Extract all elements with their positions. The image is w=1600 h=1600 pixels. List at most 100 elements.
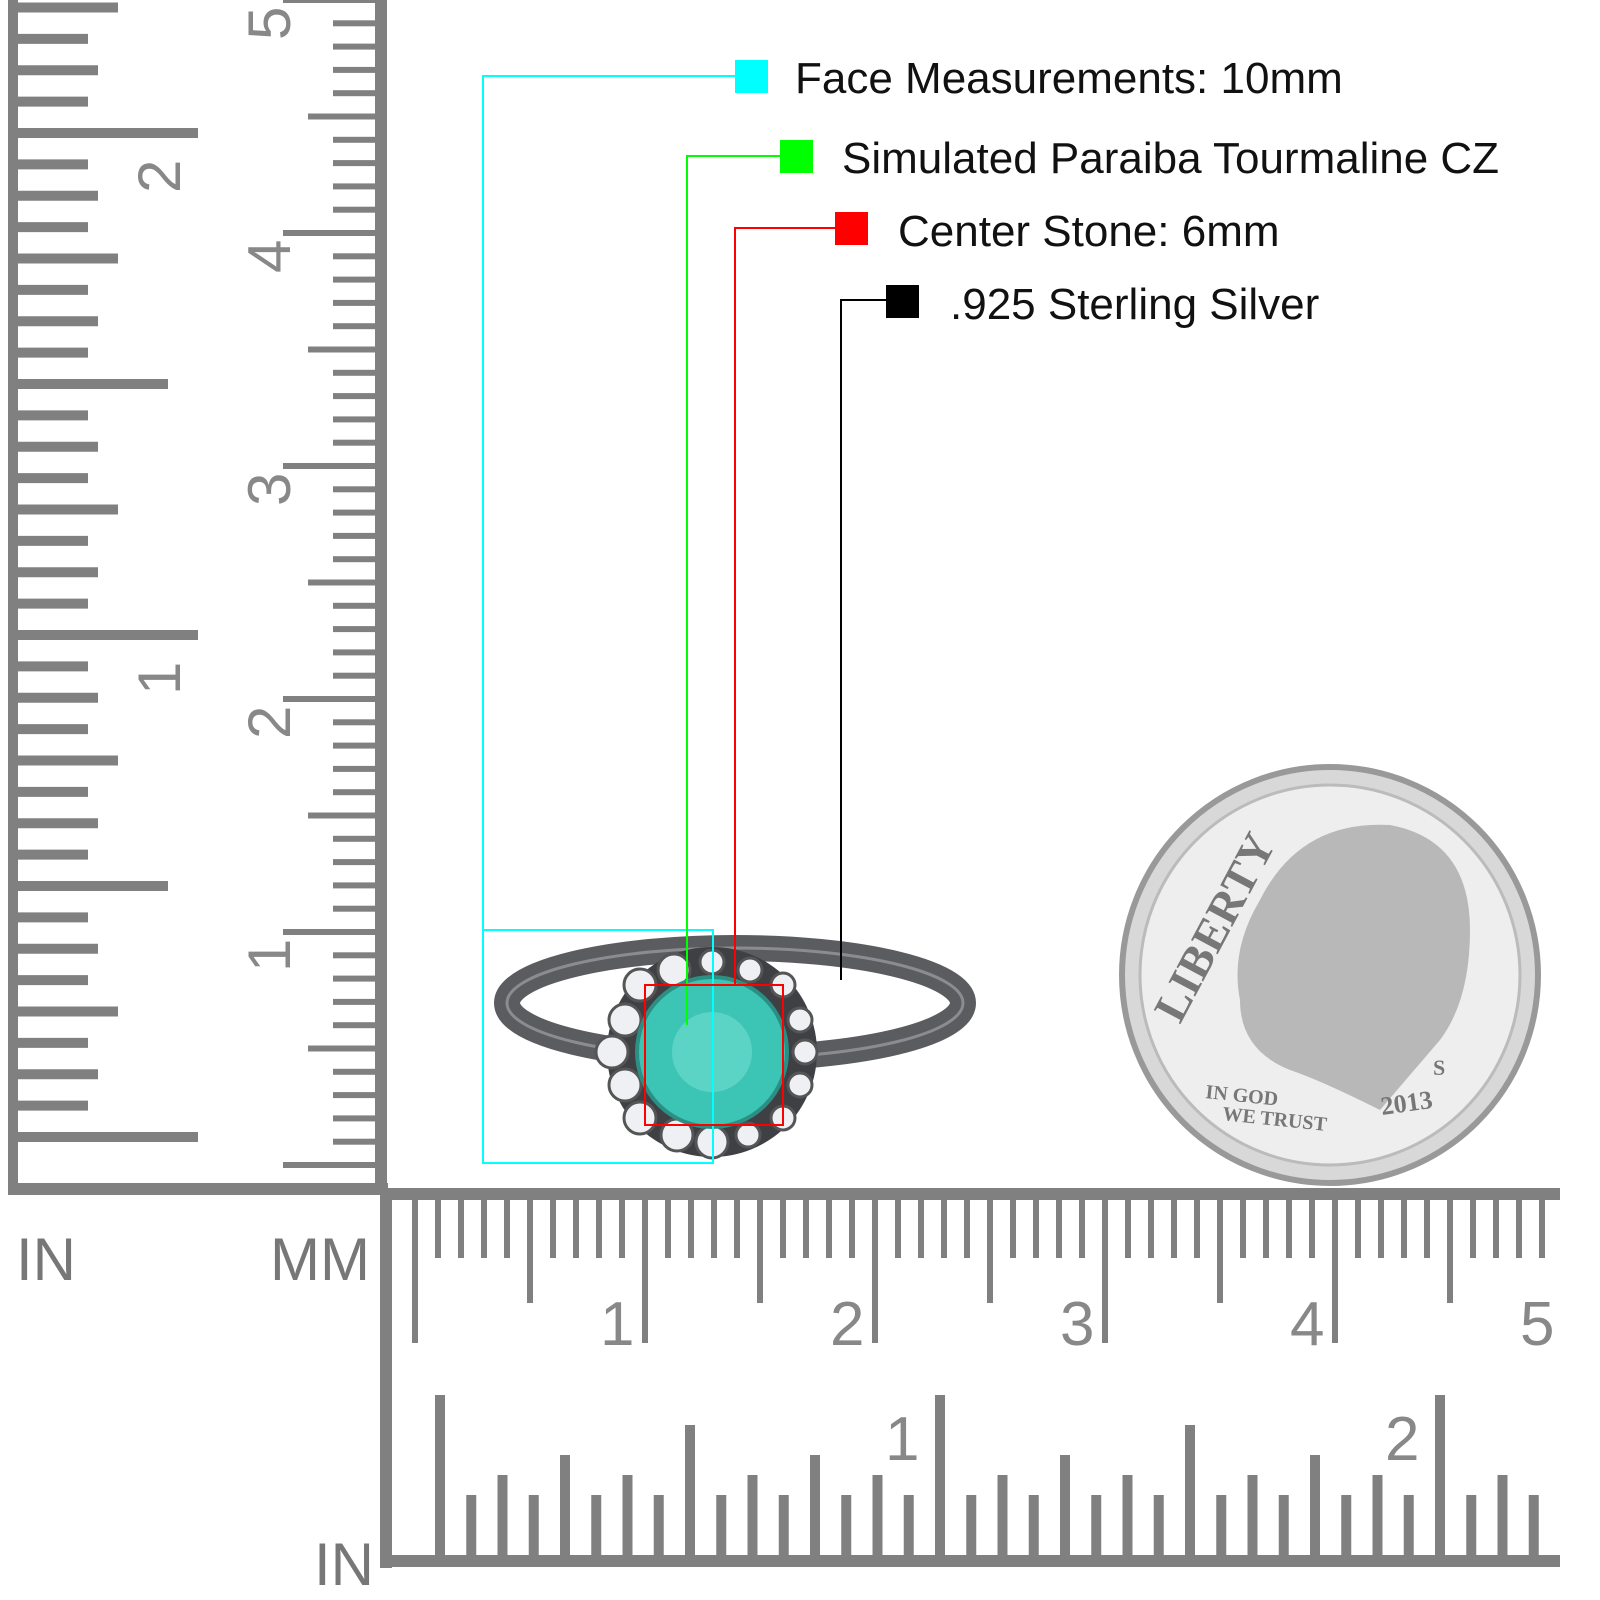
inch-tick — [1185, 1425, 1195, 1555]
mm-tick — [527, 1198, 533, 1303]
inch-tick — [18, 630, 198, 640]
mm-tick — [458, 1198, 464, 1258]
cm-label: 3 — [236, 473, 303, 506]
mm-tick — [308, 579, 378, 586]
mm-tick — [1516, 1198, 1522, 1258]
mm-tick — [333, 1115, 378, 1122]
cm-label: 2 — [236, 706, 303, 739]
cm-label: 5 — [1520, 1290, 1554, 1359]
inch-tick — [810, 1455, 820, 1555]
inch-tick — [653, 1495, 664, 1555]
halo-stone — [594, 1034, 630, 1070]
mm-tick — [333, 672, 378, 679]
mm-tick — [803, 1198, 809, 1258]
mm-tick — [333, 789, 378, 796]
mm-tick — [550, 1198, 556, 1258]
mm-tick — [333, 975, 378, 982]
mm-tick — [308, 346, 378, 353]
mm-tick — [1217, 1198, 1223, 1303]
inch-label: 2 — [1385, 1405, 1419, 1474]
inch-tick — [528, 1495, 539, 1555]
ruler-edge — [380, 1555, 1560, 1567]
metal-leader-line — [840, 299, 918, 980]
inch-tick — [18, 755, 118, 766]
cm-label: 1 — [236, 939, 303, 972]
mm-tick — [283, 929, 378, 935]
mm-tick — [333, 369, 378, 376]
inch-tick — [1341, 1495, 1352, 1555]
mm-tick — [1401, 1198, 1407, 1258]
inch-tick — [18, 1006, 118, 1017]
inch-tick — [18, 912, 88, 923]
inch-tick — [1247, 1475, 1258, 1555]
mm-tick — [1355, 1198, 1361, 1258]
inch-tick — [18, 975, 88, 986]
halo-stone — [607, 1067, 643, 1103]
inch-tick — [18, 1037, 88, 1048]
inch-tick — [872, 1475, 883, 1555]
mm-tick — [333, 859, 378, 866]
mm-tick — [333, 1138, 378, 1145]
inch-tick — [18, 159, 88, 170]
inch-tick — [1403, 1495, 1414, 1555]
mm-tick — [308, 1045, 378, 1052]
mm-tick — [711, 1198, 717, 1258]
inch-tick — [18, 316, 98, 327]
face-measurement-box — [482, 929, 714, 1164]
center-stone-leader-line — [734, 227, 867, 985]
mm-tick — [1102, 1198, 1108, 1343]
inch-tick — [1497, 1475, 1508, 1555]
mm-tick — [333, 556, 378, 563]
mm-tick — [333, 1022, 378, 1029]
mm-tick — [964, 1198, 970, 1258]
stone-type-leader-line — [686, 155, 813, 1025]
mm-tick — [333, 602, 378, 609]
halo-stone — [607, 1002, 643, 1038]
inch-tick — [18, 535, 88, 546]
unit-label-in-left: IN — [16, 1226, 76, 1293]
inch-tick — [18, 253, 118, 264]
mm-tick — [688, 1198, 694, 1258]
mm-tick — [849, 1198, 855, 1258]
inch-label: 1 — [126, 662, 193, 695]
inch-tick — [18, 504, 118, 515]
mm-tick — [283, 696, 378, 702]
mm-tick — [1470, 1198, 1476, 1258]
mm-tick — [333, 1068, 378, 1075]
mm-tick — [619, 1198, 625, 1258]
mm-tick — [333, 299, 378, 306]
mm-tick — [333, 416, 378, 423]
inch-tick — [18, 222, 88, 233]
mm-tick — [1539, 1198, 1545, 1258]
mm-tick — [283, 0, 378, 3]
mm-tick — [435, 1198, 441, 1258]
legend-face-measurements: Face Measurements: 10mm — [795, 54, 1343, 103]
mm-tick — [1240, 1198, 1246, 1258]
halo-stone — [734, 1121, 762, 1149]
inch-tick — [1310, 1455, 1320, 1555]
mm-tick — [918, 1198, 924, 1258]
inch-tick — [435, 1395, 445, 1555]
mm-tick — [757, 1198, 763, 1303]
mm-tick — [1056, 1198, 1062, 1258]
inch-tick — [18, 661, 88, 672]
inch-label: 1 — [885, 1405, 919, 1474]
mm-tick — [333, 719, 378, 726]
inch-tick — [18, 818, 98, 829]
mm-tick — [333, 253, 378, 260]
inch-tick — [1528, 1495, 1539, 1555]
mm-tick — [333, 66, 378, 73]
inch-tick — [716, 1495, 727, 1555]
ruler-edge — [380, 1188, 392, 1568]
mm-tick — [1125, 1198, 1131, 1258]
mm-tick — [333, 765, 378, 772]
inch-tick — [18, 379, 168, 389]
ruler-edge — [8, 0, 18, 1195]
inch-tick — [18, 441, 98, 452]
mm-tick — [333, 276, 378, 283]
inch-tick — [903, 1495, 914, 1555]
inch-tick — [18, 190, 98, 201]
inch-tick — [18, 1132, 198, 1142]
